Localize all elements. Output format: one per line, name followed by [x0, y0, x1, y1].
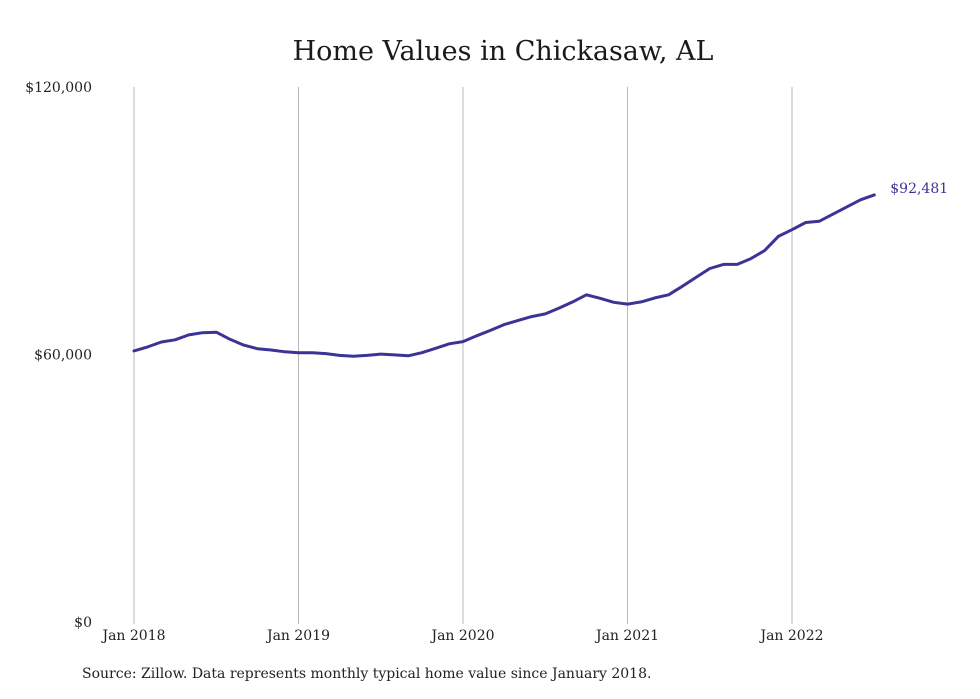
x-tick-label: Jan 2020 [429, 628, 494, 644]
source-note: Source: Zillow. Data represents monthly … [82, 666, 652, 682]
chart-title: Home Values in Chickasaw, AL [293, 36, 714, 67]
x-tick-label: Jan 2021 [594, 628, 659, 644]
end-value-label: $92,481 [890, 181, 948, 197]
x-tick-label: Jan 2022 [758, 628, 823, 644]
x-tick-label: Jan 2018 [100, 628, 165, 644]
gridlines [133, 87, 793, 624]
x-axis-ticks: Jan 2018 Jan 2019 Jan 2020 Jan 2021 Jan 2022 [100, 628, 823, 644]
series-group: $92,481 [132, 181, 948, 358]
y-tick-label: $120,000 [25, 80, 92, 96]
y-tick-label: $0 [74, 615, 92, 631]
y-axis-ticks: $0 $60,000 $120,000 [25, 80, 92, 631]
y-tick-label: $60,000 [34, 348, 92, 364]
series-line-0 [132, 193, 876, 358]
x-tick-label: Jan 2019 [265, 628, 330, 644]
